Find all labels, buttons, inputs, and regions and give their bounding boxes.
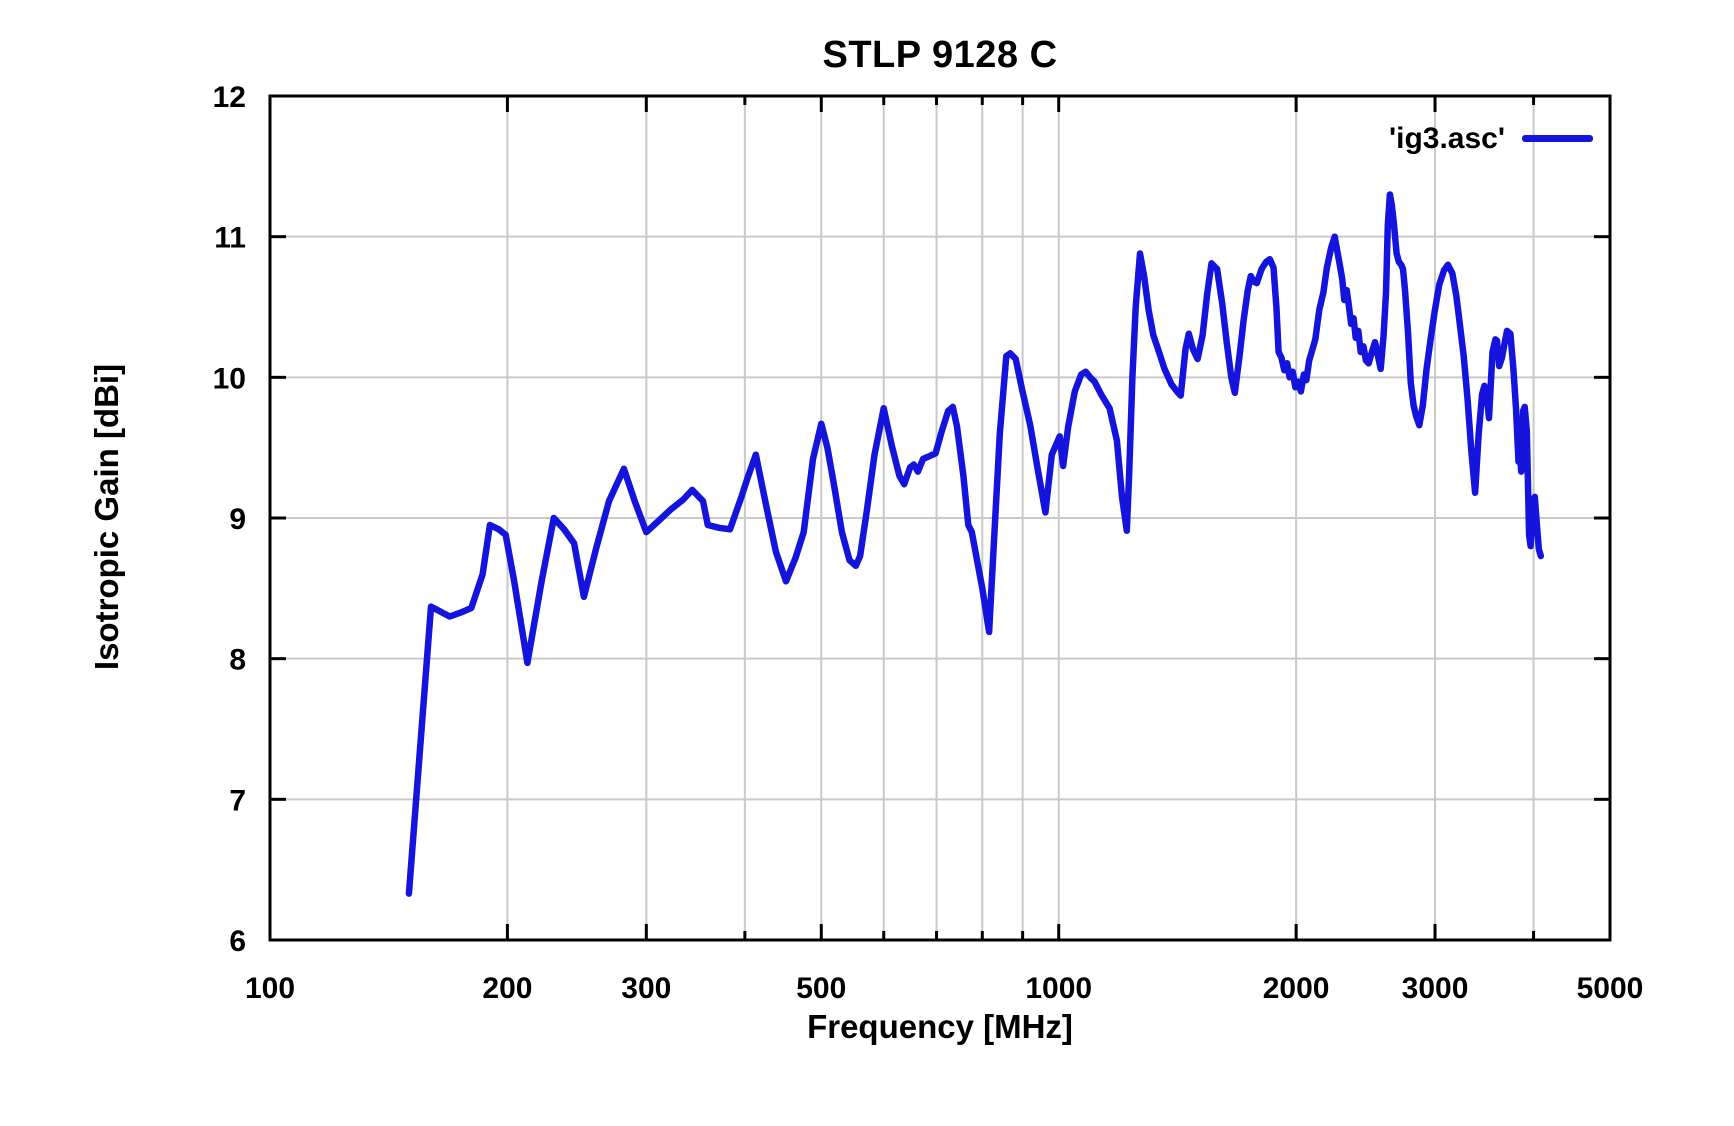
x-axis-label: Frequency [MHz] — [807, 1008, 1073, 1045]
x-tick-label: 100 — [245, 972, 295, 1005]
y-tick-label: 11 — [214, 222, 246, 255]
x-tick-label: 300 — [621, 972, 671, 1005]
y-tick-label: 8 — [229, 644, 246, 677]
y-tick-label: 9 — [229, 503, 246, 536]
x-tick-labels: 100 200 300 500 1000 2000 3000 5000 — [245, 972, 1643, 1005]
chart-title: STLP 9128 C — [822, 34, 1058, 76]
y-axis-label: Isotropic Gain [dBi] — [88, 363, 125, 671]
x-tick-label: 5000 — [1577, 972, 1644, 1005]
y-tick-label: 10 — [213, 362, 246, 395]
y-tick-labels: 6 7 8 9 10 11 12 — [213, 81, 246, 958]
data-series — [405, 191, 1545, 897]
data-line — [405, 191, 1545, 897]
x-tick-label: 2000 — [1263, 972, 1330, 1005]
x-tick-label: 200 — [482, 972, 532, 1005]
y-tick-label: 7 — [229, 784, 246, 817]
gridlines — [270, 96, 1610, 940]
x-tick-label: 3000 — [1402, 972, 1469, 1005]
x-tick-label: 1000 — [1025, 972, 1092, 1005]
x-tick-label: 500 — [796, 972, 846, 1005]
axis-ticks — [270, 96, 1610, 940]
legend-line-sample-icon — [1522, 135, 1593, 142]
legend: 'ig3.asc' — [1205, 122, 1595, 158]
y-tick-label: 6 — [229, 925, 246, 958]
legend-series-label: 'ig3.asc' — [1388, 122, 1505, 155]
y-tick-label: 12 — [213, 81, 246, 114]
